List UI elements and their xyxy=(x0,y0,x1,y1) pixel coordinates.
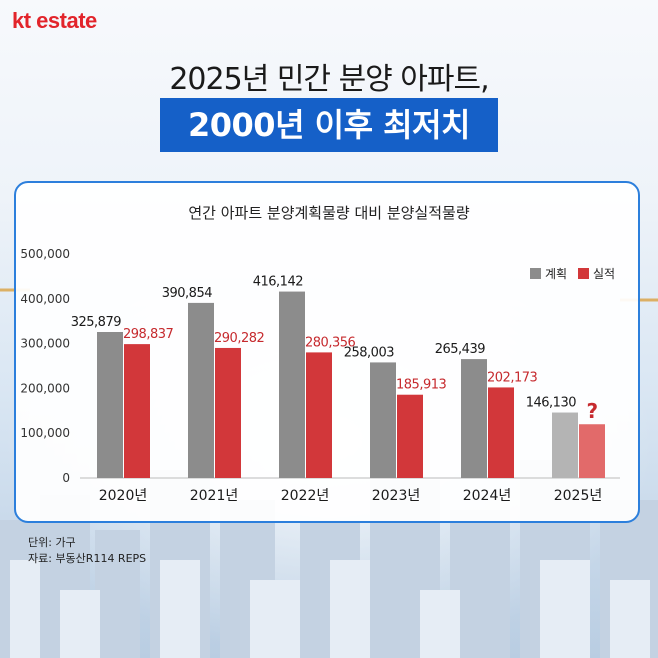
bar-계획 xyxy=(97,332,123,478)
bar-계획 xyxy=(461,359,487,478)
x-tick-label: 2025년 xyxy=(554,488,603,504)
data-label-계획: 416,142 xyxy=(253,275,303,290)
data-label-계획: 258,003 xyxy=(344,345,394,360)
data-label-실적: 280,356 xyxy=(305,335,355,350)
bar-실적 xyxy=(215,347,241,478)
chart-title: 연간 아파트 분양계획물량 대비 분양실적물량 xyxy=(188,204,470,222)
x-tick-label: 2021년 xyxy=(190,488,239,504)
data-label-실적: 185,913 xyxy=(396,378,446,393)
bar-계획 xyxy=(188,302,214,478)
kt-estate-logo: kt estate xyxy=(12,8,97,33)
headline-line2-highlight: 2000년 이후 최저치 xyxy=(160,98,498,152)
bar-계획 xyxy=(552,412,578,478)
legend-swatch-실적 xyxy=(578,268,589,279)
bar-실적 xyxy=(488,387,514,478)
legend-swatch-계획 xyxy=(530,268,541,279)
bar-실적 xyxy=(306,352,332,478)
legend-label-실적: 실적 xyxy=(593,267,615,281)
x-tick-label: 2024년 xyxy=(463,488,512,504)
data-label-계획: 390,854 xyxy=(162,286,212,301)
bar-계획 xyxy=(279,291,305,478)
bar-실적 xyxy=(579,424,605,478)
data-label-실적: 290,282 xyxy=(214,331,264,346)
y-tick-label: 400,000 xyxy=(20,292,70,306)
headline-line1: 2025년 민간 분양 아파트, xyxy=(169,62,489,97)
data-label-실적: ? xyxy=(586,399,597,423)
x-tick-label: 2023년 xyxy=(372,488,421,504)
source-note: 자료: 부동산R114 REPS xyxy=(28,552,147,565)
data-label-실적: 298,837 xyxy=(123,327,173,342)
bar-실적 xyxy=(397,394,423,478)
unit-note: 단위: 가구 xyxy=(28,536,76,549)
y-tick-label: 0 xyxy=(62,471,70,485)
y-tick-label: 500,000 xyxy=(20,247,70,261)
bar-실적 xyxy=(124,344,150,478)
legend-label-계획: 계획 xyxy=(545,267,567,281)
y-tick-label: 300,000 xyxy=(20,337,70,351)
y-tick-label: 100,000 xyxy=(20,426,70,440)
data-label-계획: 146,130 xyxy=(526,396,576,411)
data-label-계획: 325,879 xyxy=(71,315,121,330)
data-label-계획: 265,439 xyxy=(435,342,485,357)
x-tick-label: 2022년 xyxy=(281,488,330,504)
x-tick-label: 2020년 xyxy=(99,488,148,504)
bar-계획 xyxy=(370,362,396,478)
data-label-실적: 202,173 xyxy=(487,370,537,385)
y-tick-label: 200,000 xyxy=(20,381,70,395)
